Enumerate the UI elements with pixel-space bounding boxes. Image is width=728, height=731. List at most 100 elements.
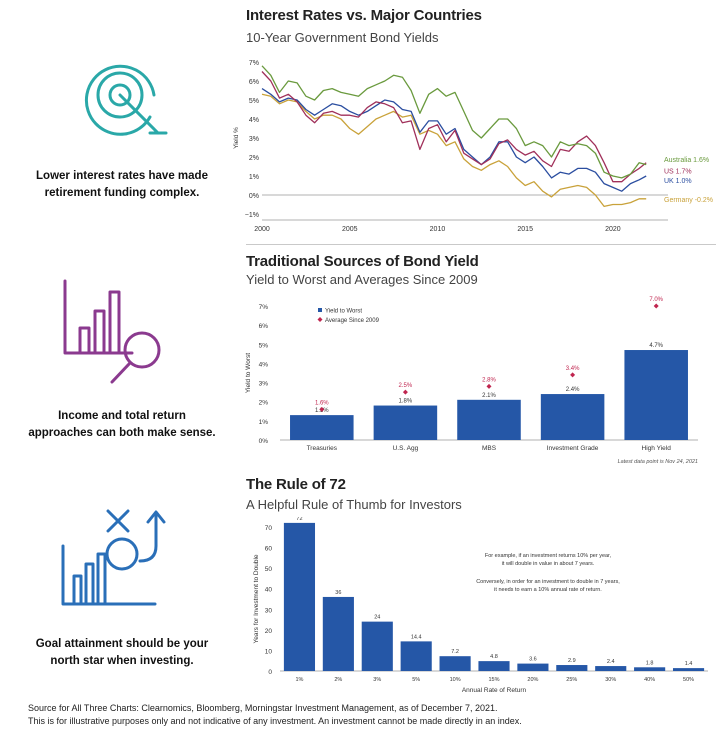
legend-label-avg: Average Since 2009 <box>325 318 380 324</box>
chart-note: Latest data point is Nov 24, 2021 <box>618 459 698 465</box>
y-tick-label: 60 <box>265 546 273 553</box>
chart3-title: The Rule of 72 <box>246 476 346 493</box>
y-tick-label: 3% <box>259 381 269 388</box>
bar-value-label: 1.4 <box>685 661 693 667</box>
y-tick-label: 30 <box>265 607 273 614</box>
y-tick-label: 50 <box>265 566 273 573</box>
bar <box>283 522 316 671</box>
average-marker <box>319 406 325 412</box>
x-tick-label: MBS <box>482 445 497 452</box>
y-tick-label: 10 <box>265 648 273 655</box>
x-tick-label: 20% <box>527 677 538 683</box>
series-label: Australia 1.6% <box>664 157 709 164</box>
y-tick-label: 6% <box>259 323 269 330</box>
caption-3-line1: Goal attainment should be your <box>35 638 209 650</box>
caption-1-line1: Lower interest rates have made <box>36 170 208 182</box>
bar <box>595 666 627 671</box>
y-tick-label: 20 <box>265 628 273 635</box>
bar <box>322 596 354 671</box>
average-value-label: 3.4% <box>566 366 580 372</box>
series-line <box>261 88 647 192</box>
bar <box>624 350 688 440</box>
bar <box>672 668 705 671</box>
x-tick-label: Treasuries <box>307 445 338 452</box>
annotation-text: Conversely, in order for an investment t… <box>476 579 620 585</box>
x-tick-label: U.S. Agg <box>393 445 419 452</box>
average-marker <box>486 383 492 389</box>
bar-value-label: 1.8% <box>399 399 413 405</box>
series-line <box>261 93 647 208</box>
y-tick-label: 4% <box>259 361 269 368</box>
x-tick-label: 1% <box>295 677 303 683</box>
x-tick-label: 3% <box>373 677 381 683</box>
series-line <box>261 71 647 183</box>
bar-value-label: 3.6 <box>529 657 537 663</box>
y-tick-label: 40 <box>265 587 273 594</box>
bar-value-label: 2.1% <box>482 393 496 399</box>
chart3-subtitle: A Helpful Rule of Thumb for Investors <box>246 497 462 512</box>
x-tick-label: 2015 <box>517 226 533 233</box>
bar <box>373 405 438 440</box>
bar <box>361 621 393 671</box>
bar-value-label: 2.4 <box>607 659 615 665</box>
y-tick-label: 7% <box>249 60 259 67</box>
separator <box>246 244 716 245</box>
x-tick-label: 40% <box>644 677 655 683</box>
x-tick-label: 5% <box>412 677 420 683</box>
target-icon <box>84 64 168 136</box>
annotation-text: For example, if an investment returns 10… <box>485 553 612 559</box>
bar <box>517 663 549 671</box>
chart1-subtitle: 10-Year Government Bond Yields <box>246 30 439 45</box>
bar-value-label: 4.7% <box>649 343 663 349</box>
bar <box>400 641 432 671</box>
y-tick-label: 7% <box>259 304 269 311</box>
legend-swatch-ytw <box>318 308 322 312</box>
bar <box>556 665 588 671</box>
average-value-label: 2.5% <box>399 383 413 389</box>
x-tick-label: 2% <box>334 677 342 683</box>
bar <box>478 661 510 671</box>
bar-value-label: 4.8 <box>490 654 498 660</box>
y-tick-label: 6% <box>249 79 259 86</box>
bar-value-label: 24 <box>374 615 380 621</box>
y-tick-label: 1% <box>259 419 269 426</box>
x-tick-label: 2020 <box>605 226 621 233</box>
strategy-chart-icon <box>61 509 166 606</box>
caption-3: Goal attainment should be your north sta… <box>22 636 222 670</box>
bar-value-label: 14.4 <box>411 634 422 640</box>
average-marker <box>653 303 659 309</box>
caption-2-line2: approaches can both make sense. <box>28 427 216 439</box>
caption-1: Lower interest rates have made retiremen… <box>22 168 222 202</box>
average-value-label: 2.8% <box>482 377 496 383</box>
x-tick-label: 30% <box>605 677 616 683</box>
x-tick-label: 2010 <box>430 226 446 233</box>
y-tick-label: 3% <box>249 136 259 143</box>
chart2-subtitle: Yield to Worst and Averages Since 2009 <box>246 272 478 287</box>
footer-disclaimer: This is for illustrative purposes only a… <box>28 716 522 726</box>
average-marker <box>570 372 576 378</box>
x-tick-label: 25% <box>566 677 577 683</box>
bar-value-label: 2.9 <box>568 658 576 664</box>
x-tick-label: 15% <box>488 677 499 683</box>
caption-3-line2: north star when investing. <box>50 655 194 667</box>
y-axis-label: Years for Investment to Double <box>253 554 260 643</box>
y-tick-label: 0 <box>268 669 272 676</box>
annotation-text: it will double in value in about 7 years… <box>502 561 595 567</box>
y-tick-label: 0% <box>259 438 269 445</box>
bar-chart-magnifier-icon <box>63 279 161 384</box>
chart2-title: Traditional Sources of Bond Yield <box>246 253 479 270</box>
y-tick-label: 0% <box>249 193 259 200</box>
y-tick-label: 5% <box>249 98 259 105</box>
series-label: UK 1.0% <box>664 178 692 185</box>
annotation-text: it needs to earn a 10% annual rate of re… <box>494 587 602 593</box>
bar-value-label: 7.2 <box>451 649 459 655</box>
y-tick-label: 70 <box>265 525 273 532</box>
x-tick-label: 2005 <box>342 226 358 233</box>
chart3-plot: 70 60 50 40 30 20 10 0 Years for Investment to D… <box>253 517 708 694</box>
x-tick-label: 2000 <box>254 226 270 233</box>
y-tick-label: −1% <box>245 212 259 219</box>
legend-label-ytw: Yield to Worst <box>325 309 362 315</box>
average-value-label: 7.0% <box>649 297 663 303</box>
y-tick-label: 2% <box>259 400 269 407</box>
bar <box>634 667 666 671</box>
